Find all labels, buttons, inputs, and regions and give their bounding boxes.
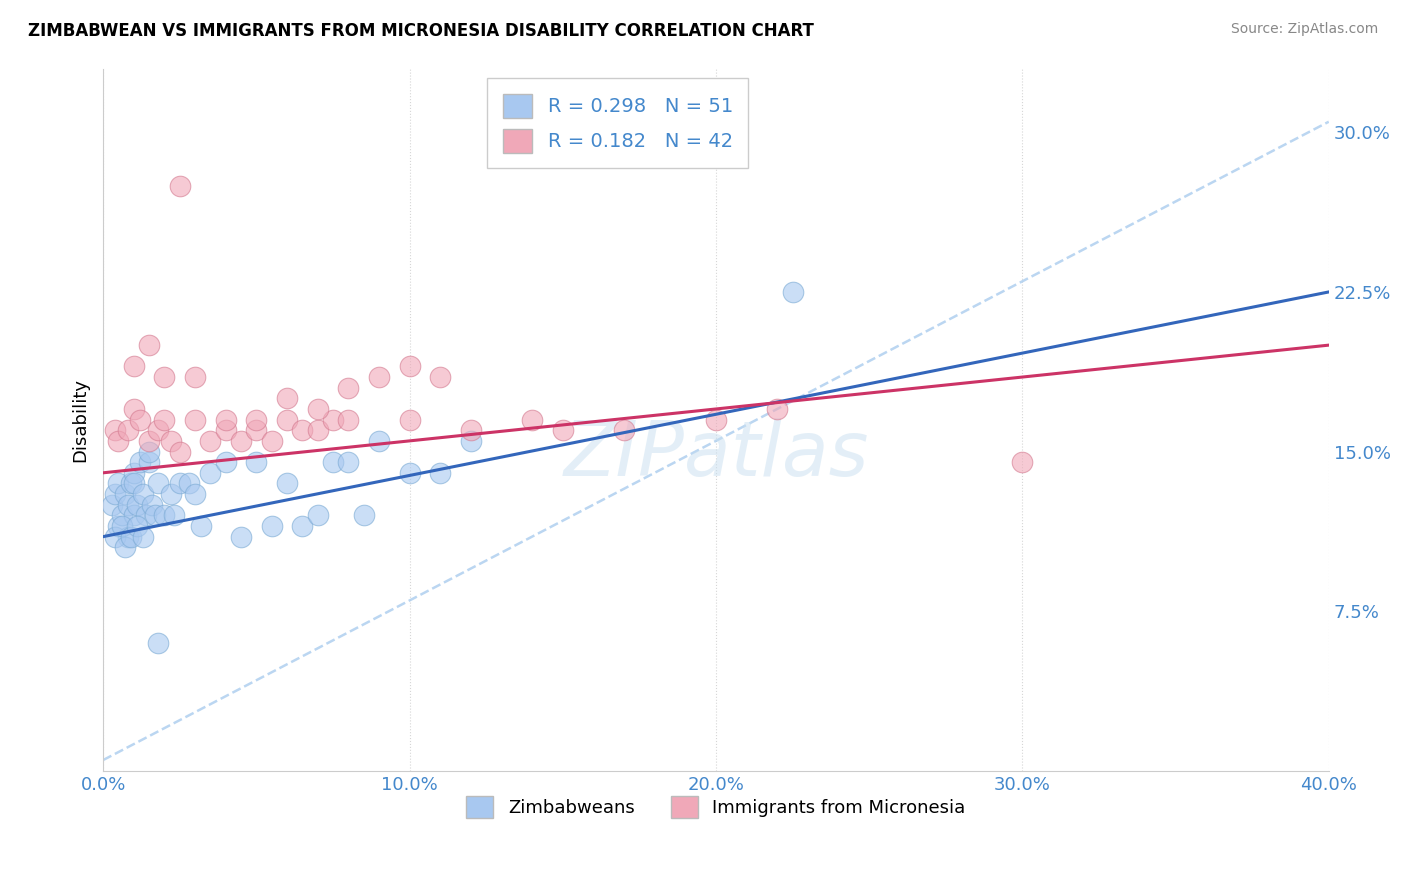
Point (117, 423, 139, 437)
Point (125, 519, 148, 533)
Point (766, 401, 789, 416)
Point (367, 370, 389, 384)
Legend: Zimbabweans, Immigrants from Micronesia: Zimbabweans, Immigrants from Micronesia (460, 789, 973, 825)
Point (162, 508, 184, 523)
Point (114, 487, 136, 501)
Point (337, 412, 360, 426)
Point (159, 434, 181, 448)
Point (120, 476, 142, 491)
Point (122, 476, 145, 491)
Point (782, 285, 804, 299)
Point (169, 476, 191, 491)
Point (138, 434, 160, 448)
Point (307, 401, 329, 416)
Point (398, 412, 420, 426)
Point (1011, 455, 1033, 469)
Point (322, 455, 344, 469)
Point (153, 370, 176, 384)
Point (122, 466, 145, 480)
Point (291, 519, 314, 533)
Point (153, 508, 176, 523)
Point (153, 412, 176, 426)
Point (138, 444, 160, 458)
Point (159, 487, 181, 501)
Point (122, 359, 145, 374)
Text: Source: ZipAtlas.com: Source: ZipAtlas.com (1230, 22, 1378, 37)
Y-axis label: Disability: Disability (72, 377, 89, 461)
Point (215, 455, 238, 469)
Point (260, 519, 283, 533)
Point (429, 466, 451, 480)
Point (460, 423, 482, 437)
Point (129, 455, 152, 469)
Point (229, 434, 252, 448)
Point (398, 466, 420, 480)
Point (337, 455, 360, 469)
Point (132, 530, 155, 544)
Point (138, 338, 160, 352)
Point (138, 455, 160, 469)
Point (107, 434, 129, 448)
Point (148, 476, 170, 491)
Point (148, 636, 170, 650)
Point (141, 498, 163, 512)
Point (114, 541, 136, 555)
Point (135, 508, 157, 523)
Point (169, 178, 191, 193)
Point (120, 530, 142, 544)
Point (104, 423, 127, 437)
Point (260, 434, 283, 448)
Point (101, 498, 124, 512)
Point (520, 412, 543, 426)
Text: ZIPatlas: ZIPatlas (564, 417, 869, 491)
Point (104, 487, 127, 501)
Point (215, 412, 238, 426)
Point (229, 530, 252, 544)
Point (132, 487, 155, 501)
Text: ZIMBABWEAN VS IMMIGRANTS FROM MICRONESIA DISABILITY CORRELATION CHART: ZIMBABWEAN VS IMMIGRANTS FROM MICRONESIA… (28, 22, 814, 40)
Point (276, 392, 298, 406)
Point (276, 476, 298, 491)
Point (367, 434, 389, 448)
Point (129, 412, 152, 426)
Point (429, 370, 451, 384)
Point (291, 423, 314, 437)
Point (122, 401, 145, 416)
Point (143, 508, 166, 523)
Point (177, 476, 200, 491)
Point (200, 466, 222, 480)
Point (184, 370, 207, 384)
Point (117, 498, 139, 512)
Point (307, 423, 329, 437)
Point (276, 412, 298, 426)
Point (245, 423, 267, 437)
Point (398, 359, 420, 374)
Point (107, 519, 129, 533)
Point (110, 519, 132, 533)
Point (704, 412, 727, 426)
Point (215, 423, 238, 437)
Point (148, 423, 170, 437)
Point (104, 530, 127, 544)
Point (460, 434, 482, 448)
Point (245, 412, 267, 426)
Point (353, 508, 375, 523)
Point (184, 487, 207, 501)
Point (307, 508, 329, 523)
Point (190, 519, 212, 533)
Point (169, 444, 191, 458)
Point (245, 455, 267, 469)
Point (337, 381, 360, 395)
Point (551, 423, 574, 437)
Point (122, 508, 145, 523)
Point (200, 434, 222, 448)
Point (613, 423, 636, 437)
Point (322, 412, 344, 426)
Point (125, 498, 148, 512)
Point (184, 412, 207, 426)
Point (107, 476, 129, 491)
Point (117, 530, 139, 544)
Point (110, 508, 132, 523)
